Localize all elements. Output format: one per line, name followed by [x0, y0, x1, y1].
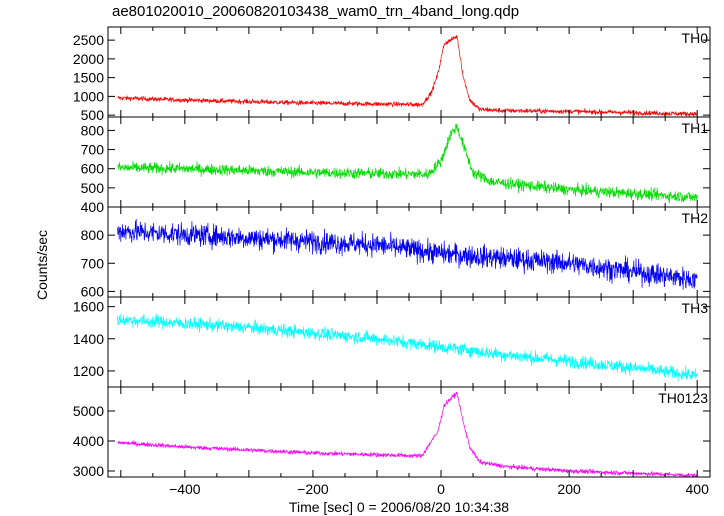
y-tick-label: 3000 [73, 463, 104, 479]
y-tick-label: 500 [81, 180, 105, 196]
y-tick-label: 2000 [73, 51, 104, 67]
y-tick-label: 1000 [73, 88, 104, 104]
y-tick-label: 4000 [73, 433, 104, 449]
y-tick-label: 800 [81, 227, 105, 243]
panel-label-th0123: TH0123 [658, 390, 708, 406]
x-tick-label: −400 [169, 481, 201, 497]
panel-frame-th0 [107, 26, 711, 118]
series-line-th3 [117, 313, 698, 382]
y-tick-label: 5000 [73, 403, 104, 419]
panel-label-th3: TH3 [682, 300, 709, 316]
y-tick-label: 1500 [73, 70, 104, 86]
panel-frame-th1 [107, 116, 711, 208]
x-tick-label: 200 [557, 481, 581, 497]
panel-label-th1: TH1 [682, 120, 709, 136]
y-tick-label: 1200 [73, 363, 104, 379]
series-line-th2 [117, 218, 698, 290]
y-tick-label: 800 [81, 122, 105, 138]
x-tick-label: 400 [686, 481, 710, 497]
x-axis-label: Time [sec] 0 = 2006/08/20 10:34:38 [289, 499, 509, 515]
y-axis-label: Counts/sec [34, 230, 50, 300]
chart-title: ae801020010_20060820103438_wam0_trn_4ban… [112, 3, 520, 20]
y-tick-label: 700 [81, 142, 105, 158]
y-tick-label: 1600 [73, 299, 104, 315]
y-tick-label: 1400 [73, 331, 104, 347]
panel-frame-th0123 [107, 386, 711, 478]
series-line-th1 [117, 123, 698, 204]
y-tick-label: 400 [81, 199, 105, 215]
panel-frame-th3 [107, 296, 711, 388]
panel-label-th2: TH2 [682, 210, 709, 226]
x-tick-label: 0 [437, 481, 445, 497]
y-tick-label: 500 [81, 107, 105, 123]
series-line-th0 [117, 34, 698, 118]
y-tick-label: 600 [81, 283, 105, 299]
y-tick-label: 2500 [73, 32, 104, 48]
y-tick-label: 600 [81, 161, 105, 177]
x-tick-label: −200 [297, 481, 329, 497]
series-line-th0123 [117, 391, 698, 478]
panel-label-th0: TH0 [682, 30, 709, 46]
y-tick-label: 700 [81, 255, 105, 271]
